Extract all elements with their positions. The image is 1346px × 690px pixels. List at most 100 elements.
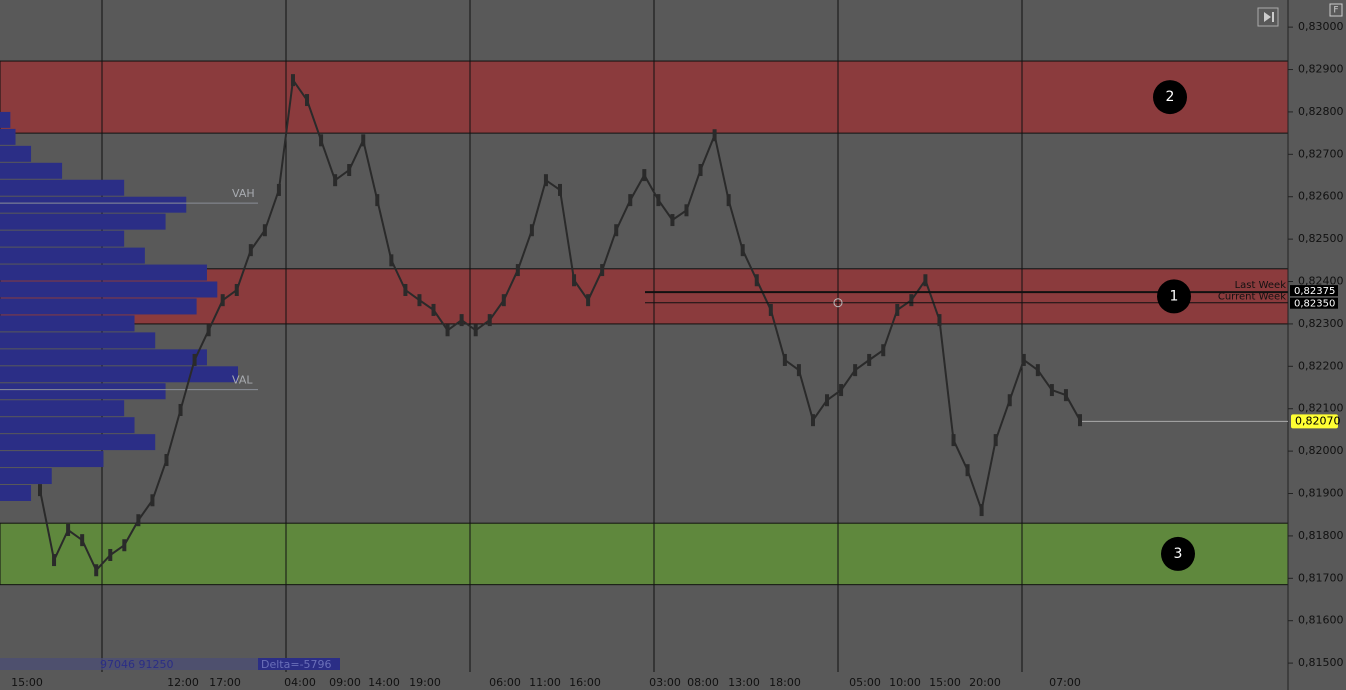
profile-bar (0, 264, 207, 281)
price-bar (234, 283, 239, 296)
price-bar (445, 324, 450, 337)
price-bar (319, 134, 324, 147)
profile-bar (0, 111, 11, 128)
price-bar (586, 294, 591, 307)
x-tick-label: 07:00 (1049, 676, 1081, 689)
price-bar (290, 74, 295, 87)
price-bar (1021, 353, 1026, 366)
price-bar (768, 303, 773, 316)
price-bar (684, 204, 689, 217)
y-tick-label: 0,82500 (1298, 232, 1344, 245)
price-bar (937, 314, 942, 327)
x-tick-label: 20:00 (969, 676, 1001, 689)
x-tick-label: 08:00 (687, 676, 719, 689)
price-bar (670, 214, 675, 227)
menu-button[interactable] (1329, 3, 1343, 17)
price-bar (810, 414, 815, 427)
price-bar (1049, 384, 1054, 397)
x-tick-label: 13:00 (728, 676, 760, 689)
profile-bar (0, 298, 197, 315)
scroll-button[interactable] (1257, 7, 1279, 27)
x-tick-label: 15:00 (929, 676, 961, 689)
last-price-tag (1291, 414, 1338, 429)
x-tick-label: 06:00 (489, 676, 521, 689)
profile-bar (0, 179, 125, 196)
price-bar (192, 353, 197, 366)
profile-bar (0, 485, 32, 501)
x-tick-label: 16:00 (569, 676, 601, 689)
val-label: VAL (232, 374, 253, 387)
y-tick-label: 0,82100 (1298, 402, 1344, 415)
price-bar (951, 434, 956, 447)
price-bar (642, 169, 647, 182)
price-bar (979, 504, 984, 517)
y-tick-label: 0,82400 (1298, 275, 1344, 288)
price-bar (220, 294, 225, 307)
price-bar (782, 353, 787, 366)
price-bar (600, 264, 605, 277)
price-bar (965, 464, 970, 477)
price-bar (572, 274, 577, 287)
zone-badge (1153, 80, 1187, 115)
x-tick-label: 04:00 (284, 676, 316, 689)
price-bar (923, 274, 928, 287)
x-tick-label: 12:00 (167, 676, 199, 689)
price-bar (698, 164, 703, 177)
menu-icon: F (1333, 6, 1338, 16)
price-bar (1063, 389, 1068, 402)
y-tick-label: 0,82800 (1298, 105, 1344, 118)
scroll-icon (1264, 12, 1274, 22)
price-bar (431, 303, 436, 316)
profile-bar (0, 230, 125, 247)
x-tick-label: 05:00 (849, 676, 881, 689)
price-bar (262, 224, 267, 237)
y-tick-label: 0,82900 (1298, 63, 1344, 76)
price-bar (417, 294, 422, 307)
profile-bar (0, 434, 156, 451)
y-tick-label: 0,83000 (1298, 20, 1344, 33)
price-bar (867, 353, 872, 366)
price-bar (473, 324, 478, 337)
y-tick-label: 0,82200 (1298, 359, 1344, 372)
price-bar (122, 539, 127, 552)
x-tick-label: 11:00 (529, 676, 561, 689)
profile-bar (0, 383, 166, 400)
level-label: Current Week (1218, 292, 1286, 303)
y-tick-label: 0,81500 (1298, 656, 1344, 669)
price-tag (1290, 285, 1338, 297)
price-bar (375, 194, 380, 207)
profile-bar (0, 451, 104, 468)
zone (0, 60, 1289, 134)
price-bar (628, 194, 633, 207)
profile-bar (0, 315, 135, 332)
price-tag-label: 0,82375 (1294, 286, 1335, 297)
price-bar (712, 129, 717, 142)
x-tick-label: 15:00 (11, 676, 43, 689)
price-bar (487, 314, 492, 327)
price-tag (1290, 297, 1338, 309)
price-bar (726, 194, 731, 207)
x-tick-label: 14:00 (368, 676, 400, 689)
price-bar (206, 324, 211, 337)
price-bar (164, 454, 169, 467)
price-bar (825, 394, 830, 407)
profile-bar (0, 468, 52, 485)
price-bar (389, 254, 394, 267)
profile-bar (0, 128, 16, 145)
x-tick-label: 09:00 (329, 676, 361, 689)
y-tick-label: 0,81600 (1298, 614, 1344, 627)
profile-bar (0, 366, 238, 383)
price-bar (839, 384, 844, 397)
price-bar (1007, 394, 1012, 407)
x-tick-label: 18:00 (769, 676, 801, 689)
price-tag-label: 0,82350 (1294, 299, 1335, 310)
profile-bar (0, 162, 63, 179)
x-tick-label: 03:00 (649, 676, 681, 689)
price-bar (136, 514, 141, 527)
delta-bg (258, 658, 340, 670)
price-bar (150, 494, 155, 507)
delta-label: Delta=-5796 (261, 658, 332, 671)
price-bar (94, 564, 99, 577)
price-bar (52, 554, 57, 567)
marker-circle (833, 298, 843, 308)
